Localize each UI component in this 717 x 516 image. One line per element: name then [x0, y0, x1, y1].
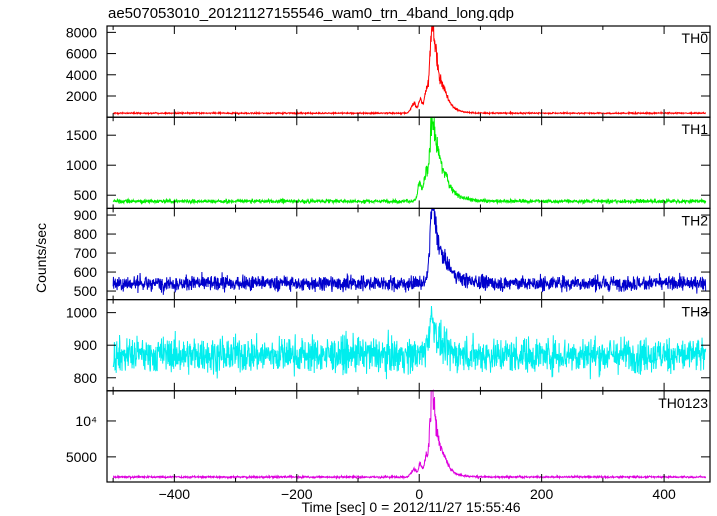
y-tick-label: 500 — [74, 283, 98, 299]
y-tick-label: 1000 — [66, 157, 97, 173]
panel-label: TH1 — [682, 121, 709, 137]
panel-label: TH0 — [682, 30, 709, 46]
panel-frame — [106, 116, 711, 209]
series-line-th0123 — [112, 388, 707, 481]
panel-frame — [106, 299, 711, 392]
y-tick-label: 2000 — [66, 88, 97, 104]
x-tick-label: −400 — [159, 486, 191, 502]
panel-th2: 500 600 700 800 900 TH2 — [74, 207, 711, 301]
x-tick-label: 200 — [530, 486, 554, 502]
series-line-th0 — [112, 25, 706, 116]
y-tick-label: 800 — [74, 226, 98, 242]
y-tick-label: 1000 — [66, 305, 97, 321]
y-axis-label: Counts/sec — [33, 223, 49, 293]
panel-th3: 800 900 1000 TH3 — [66, 299, 711, 392]
panel-th0: 2000 4000 6000 8000 TH0 — [66, 24, 711, 118]
y-tick-label: 800 — [74, 370, 98, 386]
y-tick-label: 5000 — [66, 449, 97, 465]
panel-frame — [106, 390, 711, 483]
series-line-th2 — [112, 207, 707, 295]
series-line-th1 — [112, 116, 707, 206]
y-tick-label: 4000 — [66, 67, 97, 83]
y-tick-label: 500 — [74, 187, 98, 203]
series-line-th3 — [112, 305, 707, 380]
y-tick-label: 600 — [74, 264, 98, 280]
x-axis-label: Time [sec] 0 = 2012/11/27 15:55:46 — [301, 499, 520, 515]
panel-label: TH3 — [682, 304, 709, 320]
y-tick-label: 6000 — [66, 46, 97, 62]
y-tick-label: 8000 — [66, 24, 97, 40]
x-tick-label: 0 — [415, 486, 423, 502]
x-tick-label: −200 — [281, 486, 313, 502]
panel-label: TH2 — [682, 212, 709, 228]
panel-frame — [106, 25, 711, 118]
panel-th1: 500 1000 1500 TH1 — [66, 116, 711, 209]
y-tick-label: 1500 — [66, 127, 97, 143]
panel-label: TH0123 — [658, 395, 708, 411]
y-tick-label: 900 — [74, 337, 98, 353]
x-tick-label: 400 — [652, 486, 676, 502]
y-tick-label: 700 — [74, 245, 98, 261]
panel-th0123: 5000 10⁴ TH0123 — [66, 388, 711, 483]
y-tick-label: 10⁴ — [75, 413, 97, 429]
chart-title: ae507053010_20121127155546_wam0_trn_4ban… — [108, 5, 514, 22]
y-tick-label: 900 — [74, 207, 98, 223]
